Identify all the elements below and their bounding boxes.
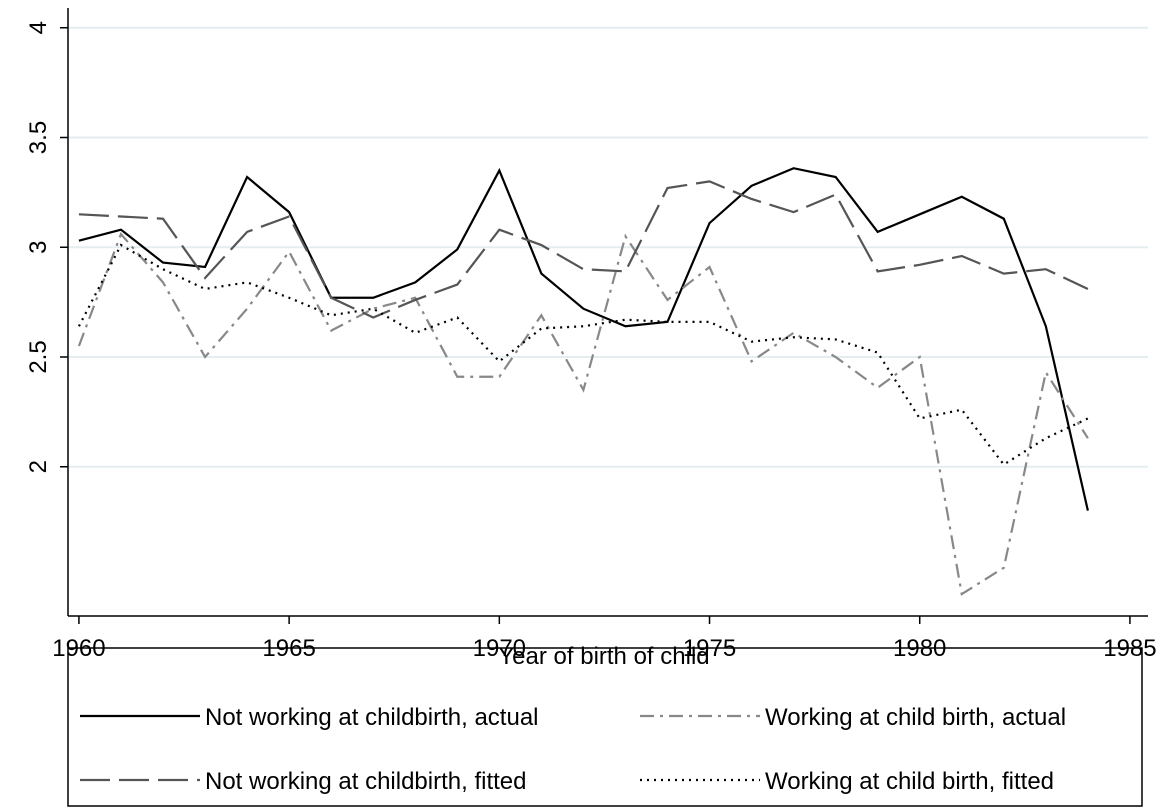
y-tick-label: 4 (25, 21, 52, 34)
x-tick-label: 1965 (262, 635, 315, 662)
legend-label: Not working at childbirth, fitted (205, 768, 526, 795)
y-tick-label: 3.5 (25, 121, 52, 154)
x-tick-label: 1960 (52, 635, 105, 662)
legend-label: Not working at childbirth, actual (205, 704, 539, 731)
x-tick-label: 1980 (893, 635, 946, 662)
series-line (78, 167, 1089, 511)
legend-label: Working at child birth, actual (765, 704, 1066, 731)
series-line (77, 243, 1089, 467)
x-tick-label: 1970 (473, 635, 526, 662)
y-tick-label: 2.5 (25, 340, 52, 373)
x-axis-label: Year of birth of child (498, 643, 709, 670)
y-tick-label: 2 (25, 460, 52, 473)
series-line (77, 231, 1089, 596)
y-tick-label: 3 (25, 241, 52, 254)
legend-label: Working at child birth, fitted (765, 768, 1054, 795)
legend-box (67, 647, 1143, 807)
x-tick-label: 1975 (683, 635, 736, 662)
x-tick-label: 1985 (1103, 635, 1156, 662)
series-line (78, 180, 1089, 319)
